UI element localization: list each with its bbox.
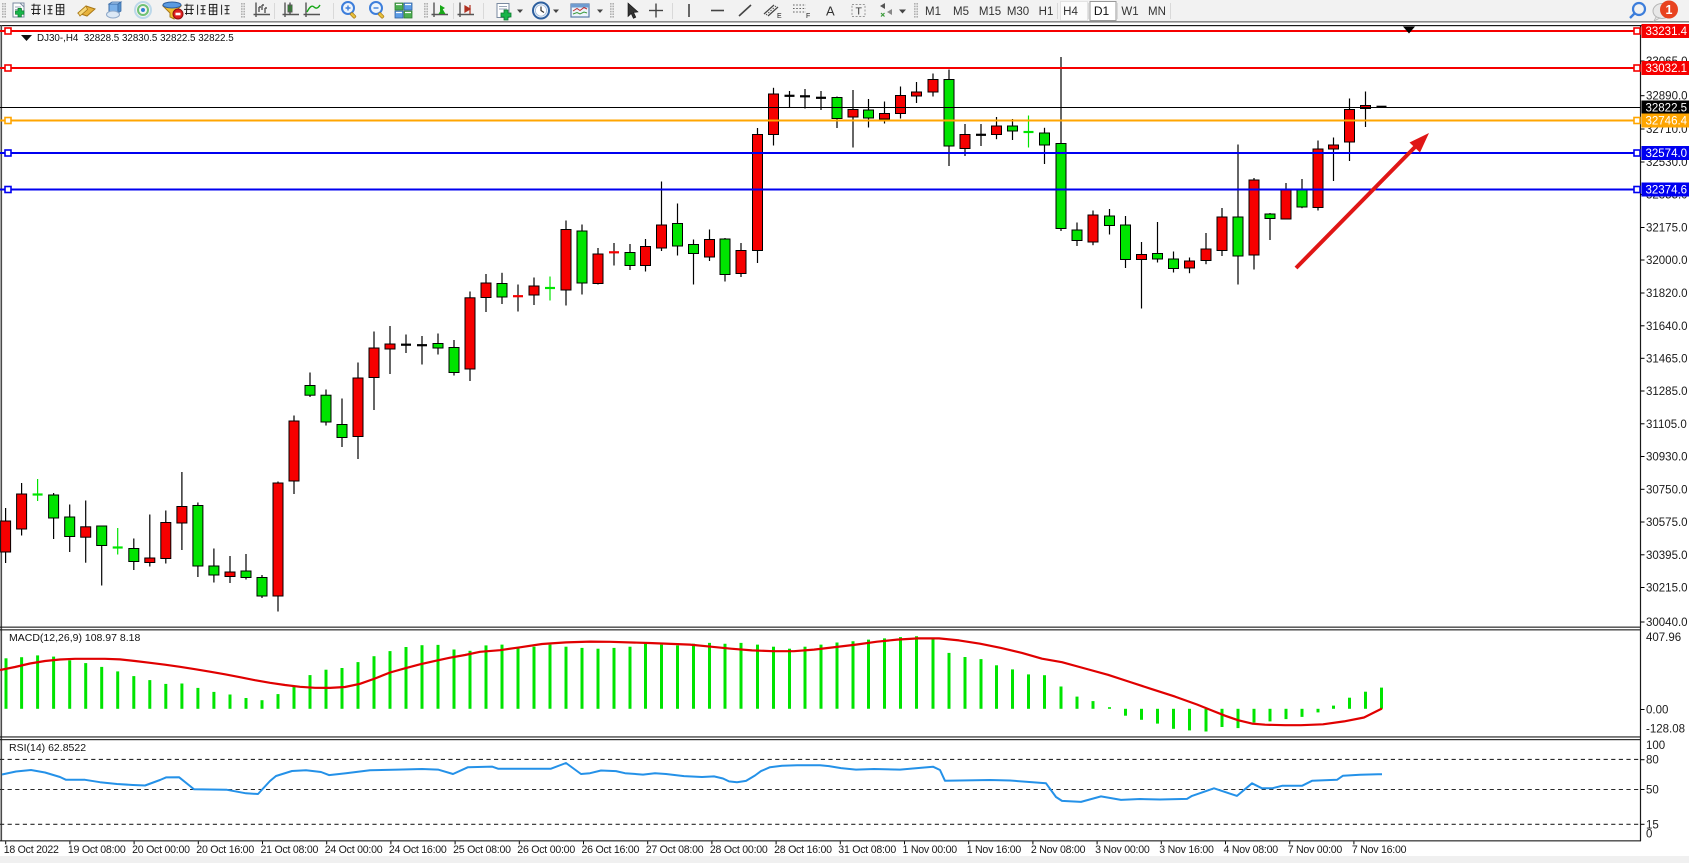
svg-text:2 Nov 08:00: 2 Nov 08:00 [1031,844,1086,856]
svg-text:M15: M15 [979,6,1001,18]
svg-text:H4: H4 [1063,6,1078,18]
svg-text:M1: M1 [925,6,941,18]
svg-text:7 Nov 00:00: 7 Nov 00:00 [1288,844,1343,856]
svg-text:15: 15 [1646,819,1659,831]
svg-text:MN: MN [1148,6,1166,18]
svg-text:100: 100 [1646,740,1665,752]
svg-text:32746.4: 32746.4 [1646,116,1688,128]
svg-text:E: E [777,13,782,20]
svg-text:31285.0: 31285.0 [1646,386,1688,398]
svg-text:32175.0: 32175.0 [1646,223,1688,235]
svg-text:18 Oct 2022: 18 Oct 2022 [4,844,59,856]
svg-text:31105.0: 31105.0 [1646,419,1687,431]
svg-text:32374.6: 32374.6 [1646,185,1688,197]
svg-text:1 Nov 16:00: 1 Nov 16:00 [967,844,1022,856]
svg-text:25 Oct 08:00: 25 Oct 08:00 [453,844,511,856]
svg-text:-128.08: -128.08 [1646,724,1685,736]
svg-text:A: A [826,4,835,19]
svg-text:M5: M5 [953,6,969,18]
svg-text:H1: H1 [1039,6,1054,18]
svg-text:0.00: 0.00 [1646,705,1668,717]
svg-text:27 Oct 08:00: 27 Oct 08:00 [646,844,704,856]
svg-text:W1: W1 [1121,6,1138,18]
svg-text:M30: M30 [1007,6,1029,18]
svg-text:32000.0: 32000.0 [1646,255,1688,267]
svg-text:32822.5: 32822.5 [1646,103,1688,115]
svg-text:20 Oct 16:00: 20 Oct 16:00 [196,844,254,856]
svg-text:33032.1: 33032.1 [1646,63,1688,75]
svg-text:28 Oct 00:00: 28 Oct 00:00 [710,844,768,856]
svg-text:7 Nov 16:00: 7 Nov 16:00 [1352,844,1407,856]
svg-text:F: F [806,13,810,20]
svg-text:1 Nov 00:00: 1 Nov 00:00 [903,844,958,856]
svg-text:31 Oct 08:00: 31 Oct 08:00 [838,844,896,856]
svg-text:30750.0: 30750.0 [1646,484,1688,496]
svg-text:DJ30-,H4 32828.5 32830.5 3282: DJ30-,H4 32828.5 32830.5 32822.5 32822.5 [37,33,234,44]
svg-text:3 Nov 00:00: 3 Nov 00:00 [1095,844,1150,856]
svg-text:T: T [856,6,863,18]
svg-text:30215.0: 30215.0 [1646,583,1688,595]
svg-text:0: 0 [1646,829,1652,841]
svg-text:30575.0: 30575.0 [1646,517,1688,529]
svg-text:1: 1 [1666,3,1673,17]
svg-text:28 Oct 16:00: 28 Oct 16:00 [774,844,832,856]
svg-text:80: 80 [1646,755,1659,767]
svg-text:3 Nov 16:00: 3 Nov 16:00 [1159,844,1214,856]
svg-text:31640.0: 31640.0 [1646,321,1688,333]
svg-text:D1: D1 [1094,4,1110,18]
svg-text:24 Oct 16:00: 24 Oct 16:00 [389,844,447,856]
svg-text:RSI(14) 62.8522: RSI(14) 62.8522 [9,742,86,754]
svg-text:32574.0: 32574.0 [1646,148,1688,160]
svg-text:31465.0: 31465.0 [1646,353,1688,365]
svg-text:19 Oct 08:00: 19 Oct 08:00 [68,844,126,856]
svg-text:20 Oct 00:00: 20 Oct 00:00 [132,844,190,856]
svg-text:21 Oct 08:00: 21 Oct 08:00 [261,844,319,856]
svg-text:50: 50 [1646,785,1659,797]
svg-text:MACD(12,26,9) 108.97 8.18: MACD(12,26,9) 108.97 8.18 [9,632,140,644]
svg-text:30930.0: 30930.0 [1646,452,1688,464]
svg-text:407.96: 407.96 [1646,632,1681,644]
svg-text:30395.0: 30395.0 [1646,550,1688,562]
svg-text:4 Nov 08:00: 4 Nov 08:00 [1224,844,1279,856]
svg-text:32890.0: 32890.0 [1646,91,1688,103]
svg-text:30040.0: 30040.0 [1646,617,1688,629]
svg-text:26 Oct 00:00: 26 Oct 00:00 [517,844,575,856]
svg-text:31820.0: 31820.0 [1646,288,1688,300]
svg-text:24 Oct 00:00: 24 Oct 00:00 [325,844,383,856]
svg-text:33231.4: 33231.4 [1646,26,1688,38]
svg-text:26 Oct 16:00: 26 Oct 16:00 [582,844,640,856]
